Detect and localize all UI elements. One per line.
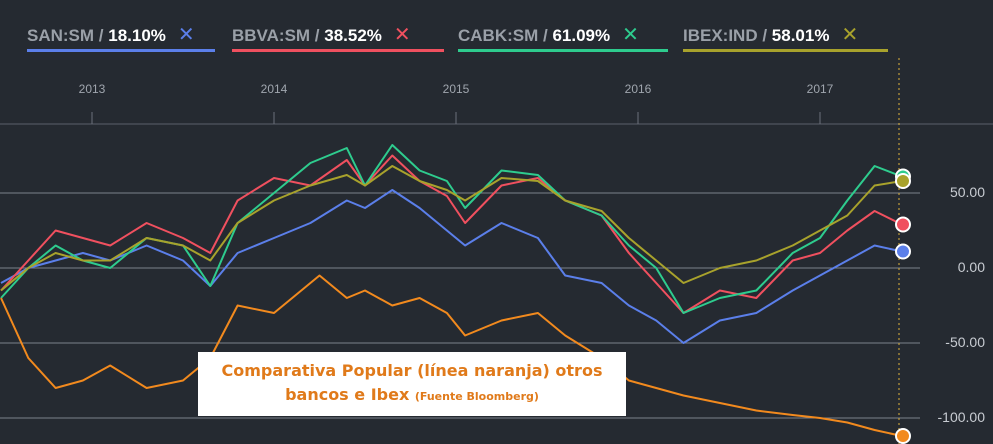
x-tick-label: 2013 [79,82,106,96]
legend-color-bar [232,49,444,52]
legend-separator: / [310,26,325,45]
series-end-marker [895,173,911,189]
caption-line2: bancos e Ibex (Fuente Bloomberg) [198,383,626,409]
legend-ticker: IBEX:IND [683,26,758,45]
x-tick-label: 2014 [261,82,288,96]
legend-separator: / [757,26,772,45]
legend-percent: 38.52% [324,26,382,45]
series-end-marker [895,428,911,444]
y-tick-label: 50.00 [950,184,985,200]
legend-color-bar [458,49,668,52]
close-icon[interactable]: ✕ [841,24,859,46]
caption-line2-text: bancos e Ibex [285,385,410,404]
close-icon[interactable]: ✕ [393,24,411,46]
y-tick-label: -100.00 [938,409,986,425]
caption-source: (Fuente Bloomberg) [414,390,539,403]
series-line-popular [0,274,903,437]
close-icon[interactable]: ✕ [622,24,639,46]
x-tick-label: 2016 [625,82,652,96]
x-tick-label: 2015 [443,82,470,96]
legend: SAN:SM / 18.10% ✕ BBVA:SM / 38.52% ✕ CABK:SM… [0,0,993,58]
legend-item-sansm[interactable]: SAN:SM / 18.10% ✕ [27,22,215,52]
caption-box: Comparativa Popular (línea naranja) otro… [198,352,626,416]
legend-ticker: BBVA:SM [232,26,311,45]
legend-color-bar [27,49,215,52]
legend-item-ibexind[interactable]: IBEX:IND / 58.01% ✕ [683,22,888,52]
legend-item-bbvasm[interactable]: BBVA:SM / 38.52% ✕ [232,22,444,52]
x-tick-label: 2017 [807,82,834,96]
series-end-marker [895,216,911,233]
y-tick-label: 0.00 [958,259,985,275]
series-line-ibexind [0,165,903,292]
legend-percent: 18.10% [108,26,166,45]
series-line-sansm [0,189,903,344]
series-line-bbvasm [0,154,903,314]
series-end-marker [895,243,911,260]
close-icon[interactable]: ✕ [177,24,195,46]
legend-ticker: CABK:SM [458,26,539,45]
caption-line1: Comparativa Popular (línea naranja) otro… [221,361,603,380]
legend-percent: 61.09% [552,26,611,45]
legend-separator: / [538,26,553,45]
y-tick-label: -50.00 [945,334,985,350]
legend-ticker: SAN:SM [27,26,95,45]
line-chart: 2013 2014 2015 2016 2017 50.00 0.00 -50.00 -100.… [0,58,993,444]
legend-percent: 58.01% [771,26,830,45]
legend-color-bar [683,49,888,52]
legend-separator: / [94,26,109,45]
legend-item-cabksm[interactable]: CABK:SM / 61.09% ✕ [458,22,668,52]
